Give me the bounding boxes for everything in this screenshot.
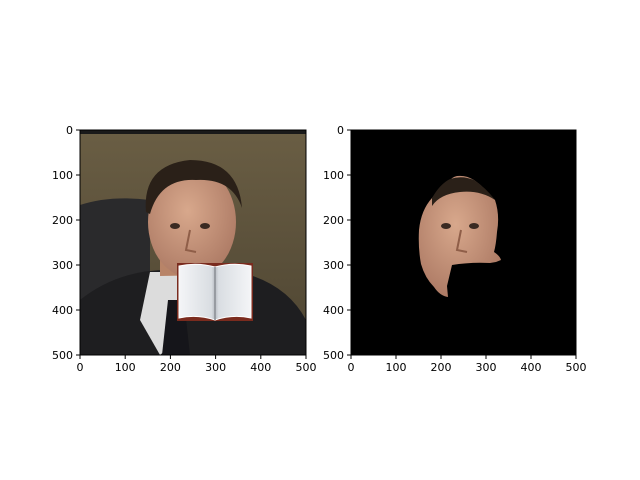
left-xtick-label: 200 [160, 361, 181, 374]
left-axes-frame [79, 129, 307, 356]
left-axis-ticks: 0 100 200 300 400 500 0 100 200 300 400 500 [52, 124, 317, 374]
mask-left-eye [441, 223, 451, 229]
right-xtick-label: 0 [348, 361, 355, 374]
book-occluder [177, 263, 253, 321]
left-xtick-label: 500 [296, 361, 317, 374]
left-ytick-label: 300 [52, 259, 73, 272]
left-ytick-label: 200 [52, 214, 73, 227]
mask-hair [432, 177, 495, 206]
right-xtick-label: 100 [386, 361, 407, 374]
right-xtick-label: 300 [476, 361, 497, 374]
right-ytick-label: 200 [323, 214, 344, 227]
nose [184, 229, 197, 253]
left-eye [170, 223, 180, 229]
right-xtick-label: 400 [521, 361, 542, 374]
left-ytick-label: 100 [52, 169, 73, 182]
left-xtick-label: 300 [205, 361, 226, 374]
left-xtick-label: 0 [77, 361, 84, 374]
left-ytick-label: 500 [52, 349, 73, 362]
right-xtick-label: 200 [431, 361, 452, 374]
left-xtick-label: 100 [115, 361, 136, 374]
right-ytick-label: 100 [323, 169, 344, 182]
right-image-panel [351, 130, 576, 355]
top-dark-strip [80, 130, 306, 134]
mask-right-eye [469, 223, 479, 229]
face [148, 166, 236, 278]
right-axis-ticks: 0 100 200 300 400 500 0 100 200 300 400 500 [323, 124, 587, 374]
left-xtick-label: 400 [250, 361, 271, 374]
left-ytick-label: 0 [66, 124, 73, 137]
left-ytick-label: 400 [52, 304, 73, 317]
segmented-face [418, 175, 501, 297]
right-ytick-label: 300 [323, 259, 344, 272]
right-ytick-label: 400 [323, 304, 344, 317]
right-ytick-label: 500 [323, 349, 344, 362]
right-eye [200, 223, 210, 229]
right-xtick-label: 500 [566, 361, 587, 374]
right-axes-frame [350, 129, 577, 356]
right-ytick-label: 0 [337, 124, 344, 137]
hair [145, 160, 242, 214]
left-image-panel [80, 130, 306, 355]
mask-nose [455, 229, 468, 253]
